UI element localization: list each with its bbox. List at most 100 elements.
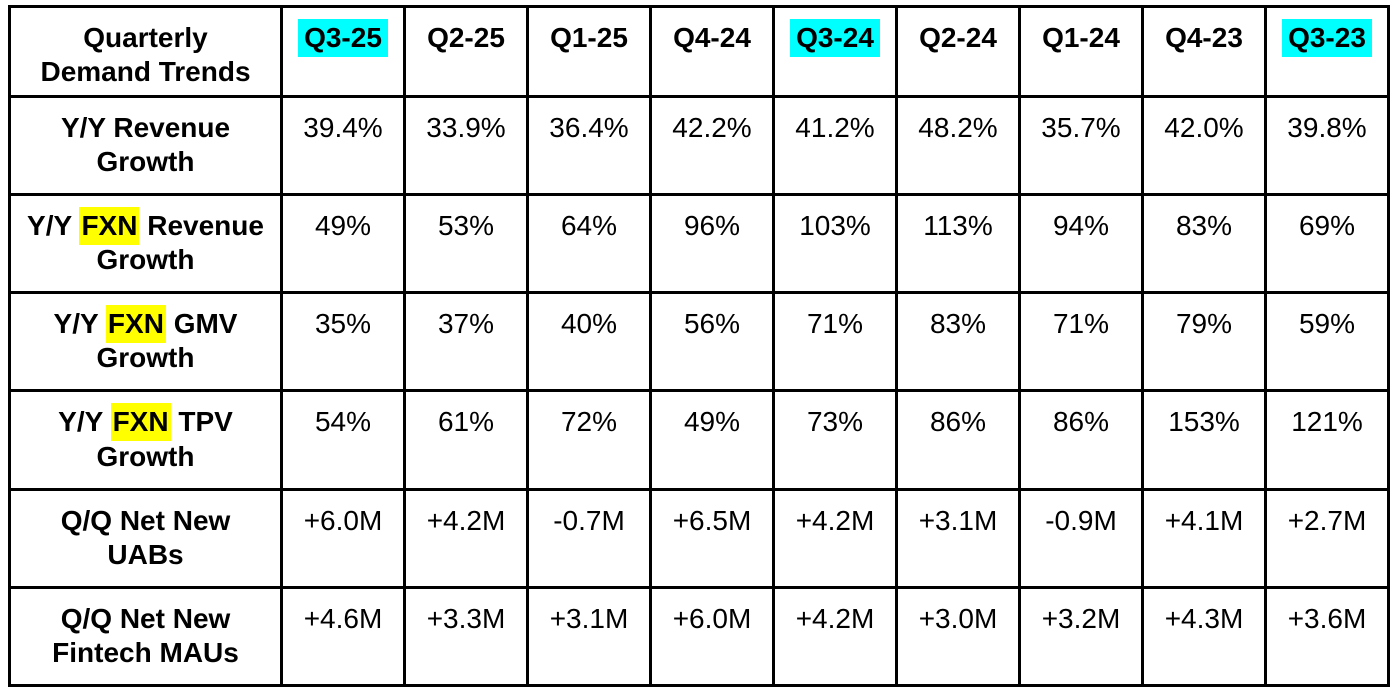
data-cell: +3.3M [403,585,529,688]
data-cell: 37% [403,291,529,393]
quarter-label: Q4-23 [1165,22,1243,53]
row-yy-revenue-growth: Y/Y Revenue Growth 39.4% 33.9% 36.4% 42.2% 41… [8,94,1390,197]
data-cell: 71% [1018,291,1144,393]
quarter-label: Q1-24 [1042,22,1120,53]
data-cell: 35% [280,291,406,393]
data-cell: 36.4% [526,94,652,197]
data-cell: 121% [1264,389,1390,491]
data-cell: 61% [403,389,529,491]
quarter-label-highlighted: Q3-23 [1282,19,1372,57]
data-cell: +4.6M [280,585,406,688]
data-cell: 103% [772,193,898,295]
data-cell: +4.2M [403,487,529,589]
quarter-label: Q2-25 [427,22,505,53]
data-cell: +6.0M [280,487,406,589]
data-cell: 54% [280,389,406,491]
data-cell: 40% [526,291,652,393]
row-label-yy-fxn-revenue-growth: Y/Y FXN Revenue Growth [8,193,283,295]
header-row: Quarterly Demand Trends Q3-25 Q2-25 Q1-25 Q4… [8,5,1390,98]
data-cell: +2.7M [1264,487,1390,589]
data-cell: 42.2% [649,94,775,197]
data-cell: +4.3M [1141,585,1267,688]
column-header-q2-25: Q2-25 [403,5,529,98]
column-header-q4-24: Q4-24 [649,5,775,98]
label-text: Y/Y [58,406,111,438]
data-cell: +6.0M [649,585,775,688]
label-text: Revenue Growth [96,210,264,276]
label-text: Q/Q Net New UABs [60,504,231,570]
data-cell: 72% [526,389,652,491]
data-cell: 49% [280,193,406,295]
quarter-label: Q1-25 [550,22,628,53]
label-text: TPV Growth [96,406,233,472]
data-cell: 113% [895,193,1021,295]
quarterly-demand-table: Quarterly Demand Trends Q3-25 Q2-25 Q1-25 Q4… [8,5,1390,688]
label-text: GMV Growth [96,308,238,374]
table-body: Y/Y Revenue Growth 39.4% 33.9% 36.4% 42.2% 41… [8,94,1390,688]
table-title: Quarterly Demand Trends [8,5,283,98]
quarter-label-highlighted: Q3-24 [790,19,880,57]
fxn-highlight: FXN [110,403,171,442]
data-cell: 39.8% [1264,94,1390,197]
data-cell: 69% [1264,193,1390,295]
row-label-qq-net-new-uabs: Q/Q Net New UABs [8,487,283,589]
data-cell: +3.6M [1264,585,1390,688]
row-label-yy-fxn-gmv-growth: Y/Y FXN GMV Growth [8,291,283,393]
row-label-yy-revenue-growth: Y/Y Revenue Growth [8,94,283,197]
data-cell: 86% [1018,389,1144,491]
data-cell: 153% [1141,389,1267,491]
row-yy-fxn-revenue-growth: Y/Y FXN Revenue Growth 49% 53% 64% 96% 103% 11… [8,193,1390,295]
data-cell: 79% [1141,291,1267,393]
data-cell: 33.9% [403,94,529,197]
data-cell: 64% [526,193,652,295]
label-text: Y/Y [27,210,80,242]
row-yy-fxn-gmv-growth: Y/Y FXN GMV Growth 35% 37% 40% 56% 71% 83% 71% 7… [8,291,1390,393]
data-cell: +3.1M [526,585,652,688]
data-cell: 35.7% [1018,94,1144,197]
row-qq-net-new-fintech-maus: Q/Q Net New Fintech MAUs +4.6M +3.3M +3.1M +… [8,585,1390,688]
data-cell: 56% [649,291,775,393]
column-header-q1-25: Q1-25 [526,5,652,98]
data-cell: 59% [1264,291,1390,393]
label-text: Q/Q Net New Fintech MAUs [52,602,239,668]
data-cell: 86% [895,389,1021,491]
column-header-q4-23: Q4-23 [1141,5,1267,98]
data-cell: 48.2% [895,94,1021,197]
quarter-label: Q2-24 [919,22,997,53]
fxn-highlight: FXN [105,305,166,344]
column-header-q3-23: Q3-23 [1264,5,1390,98]
row-label-qq-net-new-fintech-maus: Q/Q Net New Fintech MAUs [8,585,283,688]
data-cell: -0.9M [1018,487,1144,589]
data-cell: +4.2M [772,487,898,589]
row-yy-fxn-tpv-growth: Y/Y FXN TPV Growth 54% 61% 72% 49% 73% 86% 86% 1… [8,389,1390,491]
label-text: Y/Y Revenue Growth [60,112,231,178]
data-cell: -0.7M [526,487,652,589]
data-cell: 73% [772,389,898,491]
data-cell: 83% [1141,193,1267,295]
data-cell: +3.2M [1018,585,1144,688]
data-cell: 71% [772,291,898,393]
quarter-label: Q4-24 [673,22,751,53]
data-cell: 96% [649,193,775,295]
table-header: Quarterly Demand Trends Q3-25 Q2-25 Q1-25 Q4… [8,5,1390,98]
data-cell: 83% [895,291,1021,393]
column-header-q3-24: Q3-24 [772,5,898,98]
column-header-q2-24: Q2-24 [895,5,1021,98]
column-header-q1-24: Q1-24 [1018,5,1144,98]
data-cell: +4.1M [1141,487,1267,589]
label-text: Y/Y [53,308,106,340]
data-cell: 53% [403,193,529,295]
data-cell: 39.4% [280,94,406,197]
data-cell: 42.0% [1141,94,1267,197]
data-cell: +4.2M [772,585,898,688]
data-cell: +3.0M [895,585,1021,688]
row-label-yy-fxn-tpv-growth: Y/Y FXN TPV Growth [8,389,283,491]
data-cell: 94% [1018,193,1144,295]
column-header-q3-25: Q3-25 [280,5,406,98]
fxn-highlight: FXN [79,207,140,246]
data-cell: +6.5M [649,487,775,589]
data-cell: 49% [649,389,775,491]
data-cell: +3.1M [895,487,1021,589]
quarter-label-highlighted: Q3-25 [298,19,388,57]
